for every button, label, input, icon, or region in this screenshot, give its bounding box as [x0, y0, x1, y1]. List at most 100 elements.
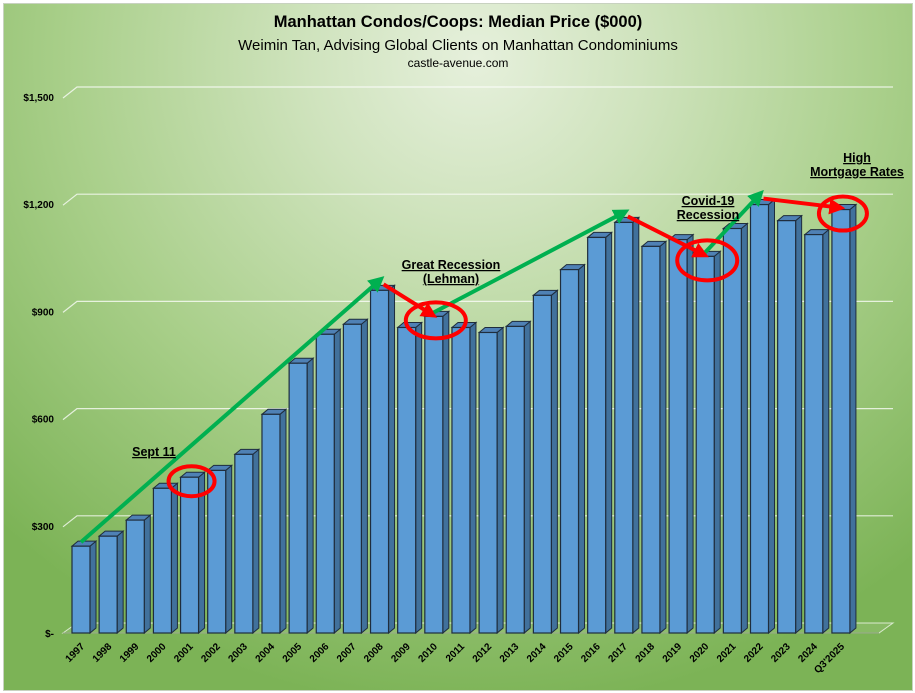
bar-side [768, 198, 775, 635]
bar [314, 328, 342, 635]
bar-front [831, 208, 851, 634]
x-tick-label: 2020 [688, 641, 712, 665]
bar-side [89, 540, 97, 635]
bar-side [170, 482, 178, 635]
bar [694, 250, 722, 635]
bar-side [822, 228, 830, 635]
x-axis: 1997 1998 1999 2000 2001 2002 2003 2004 2005 2006… [64, 641, 848, 676]
y-tick-label: $1,200 [23, 200, 54, 211]
x-tick-label: 2006 [308, 641, 332, 665]
bar-front [98, 535, 118, 634]
bar-front [668, 238, 688, 634]
bar-front [641, 245, 661, 634]
bar-front [587, 236, 607, 634]
x-tick-label: 2018 [634, 641, 658, 665]
trend-arrow-up [432, 209, 630, 315]
bar [342, 318, 369, 635]
y-tick-label: $900 [32, 307, 55, 318]
annotations: Sept 11 Great Recession(Lehman) Covid-19Re… [132, 151, 904, 459]
x-tick-label: 2002 [199, 641, 223, 665]
annotation-label: (Lehman) [423, 272, 479, 286]
gridline [62, 193, 893, 206]
bar [260, 408, 288, 635]
bar-side [632, 216, 640, 635]
annotation-label: Recession [677, 208, 740, 222]
bar [749, 198, 776, 635]
y-tick-label: $1,500 [23, 93, 54, 104]
x-tick-label: 2009 [389, 641, 413, 665]
bar [124, 514, 152, 635]
x-tick-label: 2019 [661, 641, 685, 665]
bar [97, 530, 125, 635]
chart-source: castle-avenue.com [408, 56, 509, 70]
x-tick-label: 1997 [64, 641, 88, 665]
bar [423, 310, 451, 635]
annotation-label: Great Recession [402, 258, 501, 272]
x-tick-label: 2017 [606, 641, 630, 665]
bar [152, 482, 179, 635]
x-tick-label: 2010 [416, 641, 440, 665]
bar-front [451, 326, 471, 634]
bar-front [532, 294, 552, 634]
bar [586, 231, 614, 635]
x-tick-label: 2008 [362, 641, 386, 665]
annotation-label: Sept 11 [132, 445, 176, 459]
bar [559, 263, 586, 635]
bar-side [578, 263, 586, 635]
bar-side [605, 231, 613, 635]
trend-arrow-up [79, 276, 385, 544]
bar-side [849, 203, 857, 635]
x-tick-label: 2013 [498, 641, 522, 665]
bar-side [143, 514, 151, 635]
bar-front [559, 268, 580, 634]
x-tick-label: 2011 [444, 641, 467, 664]
bar-front [804, 233, 824, 634]
bar-side [659, 240, 667, 635]
bar-front [71, 545, 91, 634]
bar-front [234, 453, 254, 634]
x-tick-label: 2007 [335, 641, 359, 665]
trend-arrows [79, 189, 846, 544]
bar [613, 216, 641, 635]
bar-side [550, 289, 558, 635]
bar [70, 540, 98, 635]
bar [721, 222, 749, 635]
bar [531, 289, 559, 635]
bar [640, 240, 668, 635]
bar-side [225, 464, 233, 635]
bar-front [722, 227, 742, 634]
bar-side [523, 320, 531, 635]
y-tick-label: $300 [32, 522, 55, 533]
bar-front [179, 476, 200, 634]
bar-front [369, 289, 390, 634]
bar-front [397, 326, 417, 634]
x-tick-label: Q3'2025 [812, 641, 847, 676]
bar [803, 228, 831, 635]
x-tick-label: 2012 [471, 641, 495, 665]
bar-side [388, 284, 396, 635]
chart-title: Manhattan Condos/Coops: Median Price ($0… [274, 13, 643, 31]
x-tick-label: 2003 [226, 641, 250, 665]
x-tick-label: 2005 [281, 641, 305, 665]
x-tick-label: 2004 [254, 641, 278, 665]
annotation-label: Mortgage Rates [810, 165, 904, 179]
bar [776, 214, 804, 635]
y-axis: $- $300 $600 $900 $1,200 $1,500 [23, 93, 54, 640]
bar-front [261, 413, 281, 634]
bar-front [478, 331, 498, 634]
bar-front [424, 315, 444, 634]
bar [396, 321, 424, 635]
bar [667, 233, 695, 635]
x-tick-label: 2023 [769, 641, 793, 665]
highlight-circle [816, 194, 869, 233]
bar-side [442, 310, 450, 635]
y-tick-label: $600 [32, 415, 55, 426]
x-tick-label: 2000 [145, 641, 169, 665]
bar [504, 320, 532, 635]
trend-arrow-down [626, 214, 709, 258]
bar-side [252, 448, 260, 635]
bar-side [795, 214, 803, 635]
bar-front [342, 323, 362, 634]
bar-front [207, 469, 227, 634]
highlight-circles [166, 194, 869, 499]
